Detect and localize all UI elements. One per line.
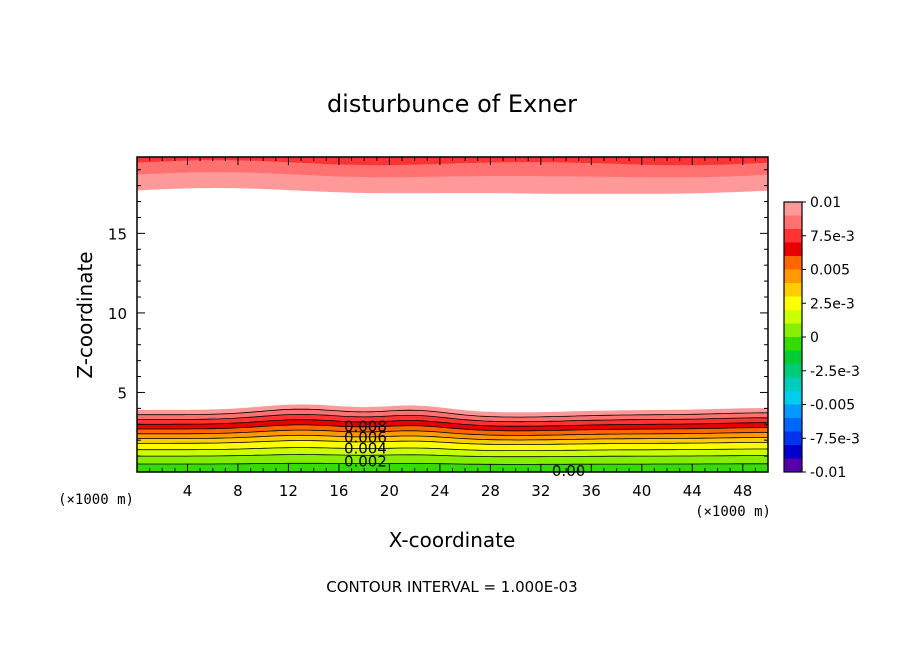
colorbar-tick-label: -0.005	[810, 398, 855, 414]
contour-line	[137, 454, 768, 458]
colorbar-tick-label: 0.01	[810, 195, 841, 211]
upper-layer-bands	[137, 157, 768, 194]
x-tick-label: 4	[183, 482, 193, 500]
chart-title: disturbunce of Exner	[327, 90, 577, 118]
contour-label: 0.008	[344, 417, 387, 435]
contour-line	[137, 414, 768, 423]
colorbar-swatch	[784, 445, 802, 459]
colorbar-swatch	[784, 418, 802, 432]
colorbar: 0.01 7.5e-3 0.005 2.5e-3 0 -2.5e-3 -0.005 -7.5e…	[783, 195, 860, 481]
colorbar-swatch	[784, 377, 802, 392]
colorbar-tick-label: 2.5e-3	[810, 296, 855, 312]
colorbar-swatch	[784, 256, 802, 270]
colorbar-swatch	[784, 283, 802, 297]
x-tick-label: 8	[233, 482, 243, 500]
x-tick-label: 20	[380, 482, 399, 500]
colorbar-tick-label: 7.5e-3	[810, 229, 855, 245]
x-tick-label: 24	[430, 482, 449, 500]
colorbar-swatch	[784, 310, 802, 324]
colorbar-swatch	[784, 242, 802, 257]
colorbar-tick-label: -7.5e-3	[810, 431, 860, 447]
colorbar-swatch	[784, 404, 802, 419]
colorbar-swatch	[784, 431, 802, 446]
y-axis-label: Z-coordinate	[73, 251, 97, 378]
contour-line	[137, 434, 768, 441]
contour-lines	[137, 408, 769, 465]
contour-interval-note: CONTOUR INTERVAL = 1.000E-03	[326, 578, 577, 596]
x-axis-label: X-coordinate	[389, 528, 516, 552]
upper-band	[137, 157, 768, 166]
colorbar-swatch	[784, 215, 802, 230]
colorbar-tick-label: 0.005	[810, 263, 850, 279]
contour-band	[137, 463, 768, 472]
colorbar-swatch	[784, 350, 802, 365]
x-tick-label: 16	[329, 482, 348, 500]
x-tick-label: 28	[481, 482, 500, 500]
y-tick-label: 15	[108, 225, 127, 243]
colorbar-swatch	[784, 364, 802, 378]
contour-label: 0.004	[344, 440, 387, 458]
contour-line	[137, 447, 768, 451]
colorbar-swatch	[784, 323, 802, 338]
colorbar-swatch	[784, 391, 802, 405]
contour-label: 0.002	[344, 452, 387, 470]
x-unit-left: (×1000 m)	[58, 492, 134, 508]
contour-line	[137, 419, 768, 427]
y-tick-label: 10	[108, 305, 127, 323]
contour-line	[137, 462, 768, 465]
x-tick-label: 48	[733, 482, 752, 500]
y-tick-label: 5	[117, 384, 127, 402]
contour-line	[137, 429, 769, 436]
colorbar-swatch	[784, 202, 802, 216]
colorbar-swatch	[784, 269, 802, 284]
colorbar-tick-label: -2.5e-3	[810, 364, 860, 380]
contour-label: 0.00	[552, 462, 585, 480]
colorbar-swatch	[784, 337, 802, 351]
contour-label: 0.006	[344, 429, 387, 447]
colorbar-swatch	[784, 458, 802, 473]
x-tick-label: 40	[632, 482, 651, 500]
x-tick-label: 36	[582, 482, 601, 500]
colorbar-tick-label: 0	[810, 330, 819, 346]
contour-line	[137, 424, 768, 432]
colorbar-tick-label: -0.01	[810, 465, 846, 481]
x-tick-label: 32	[531, 482, 550, 500]
x-tick-label: 12	[279, 482, 298, 500]
contour-line	[137, 408, 768, 418]
contour-line	[137, 440, 768, 445]
x-unit-right: (×1000 m)	[695, 504, 771, 520]
x-tick-label: 44	[683, 482, 702, 500]
colorbar-swatch	[784, 296, 802, 311]
colorbar-swatch	[784, 229, 802, 243]
